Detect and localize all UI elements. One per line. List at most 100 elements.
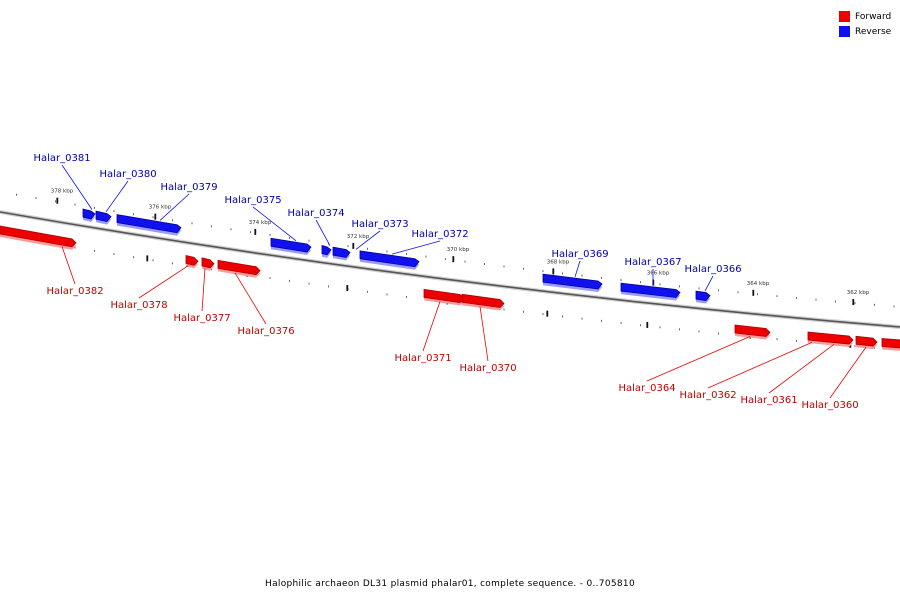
major-tick — [752, 289, 755, 296]
major-tick — [546, 310, 549, 317]
gene-label[interactable]: Halar_0366 — [684, 264, 741, 275]
gene-label[interactable]: Halar_0367 — [624, 257, 681, 268]
minor-tick — [152, 259, 154, 262]
gene-halar-0372[interactable] — [359, 250, 420, 270]
gene-arrow — [807, 331, 854, 345]
gene-halar-0381[interactable] — [82, 208, 96, 223]
gene-label[interactable]: Halar_0382 — [46, 286, 103, 297]
gene-arrow — [185, 254, 199, 266]
minor-tick — [542, 270, 544, 273]
gene-label[interactable]: Halar_0375 — [224, 195, 281, 206]
gene-halar-0366[interactable] — [695, 290, 711, 304]
gene-halar-0370[interactable] — [461, 293, 505, 311]
minor-tick — [640, 281, 641, 284]
gene-label[interactable]: Halar_0380 — [99, 169, 156, 180]
gene-leader — [355, 230, 381, 250]
gene-halar-0371[interactable] — [423, 288, 465, 306]
gene-halar-0380[interactable] — [95, 210, 112, 225]
gene-halar-0364[interactable] — [734, 324, 771, 340]
gene-label[interactable]: Halar_0370 — [459, 363, 516, 374]
gene-label[interactable]: Halar_0372 — [411, 229, 468, 240]
gene-halar-0379[interactable] — [116, 214, 182, 236]
gene-leader — [707, 342, 813, 389]
major-tick — [56, 197, 59, 204]
gene-label[interactable]: Halar_0376 — [237, 326, 294, 337]
backbone — [0, 211, 900, 328]
gene-leader — [479, 306, 489, 362]
gene-label[interactable]: Halar_0379 — [160, 182, 217, 193]
gene-label[interactable]: Halar_0364 — [618, 383, 675, 394]
minor-tick — [172, 219, 173, 222]
major-tick — [352, 242, 355, 249]
legend-forward: Forward — [839, 9, 891, 24]
minor-tick — [679, 285, 680, 288]
minor-tick — [269, 277, 271, 280]
gene-halar-0374[interactable] — [321, 245, 332, 258]
gene-halar-0367[interactable] — [620, 282, 681, 301]
minor-tick — [542, 313, 544, 316]
gene-halar-0360[interactable] — [881, 338, 900, 351]
tick-label: 362 kbp — [847, 290, 870, 296]
minor-tick — [581, 317, 583, 320]
gene-label[interactable]: Halar_0373 — [351, 219, 408, 230]
minor-tick — [211, 268, 212, 271]
minor-tick — [406, 296, 407, 299]
major-tick — [452, 256, 455, 263]
gene-halar-0377[interactable] — [201, 257, 215, 271]
minor-tick — [659, 283, 661, 286]
gene-arrow — [542, 273, 603, 290]
major-tick — [646, 321, 649, 328]
gene-halar-0375[interactable] — [270, 237, 312, 256]
minor-tick — [35, 197, 37, 200]
tick-label: 368 kbp — [547, 259, 570, 265]
gene-label[interactable]: Halar_0360 — [801, 400, 858, 411]
gene-label[interactable]: Halar_0362 — [679, 390, 736, 401]
minor-tick — [191, 222, 193, 225]
minor-tick — [503, 308, 505, 311]
minor-tick — [172, 262, 173, 265]
gene-leader — [574, 260, 581, 278]
minor-tick — [679, 328, 680, 331]
gene-halar-0369[interactable] — [542, 273, 603, 293]
gene-leader — [422, 301, 441, 352]
gene-label[interactable]: Halar_0377 — [173, 313, 230, 324]
minor-tick — [776, 338, 778, 341]
gene-halar-0382[interactable] — [0, 225, 77, 250]
gene-halar-0362[interactable] — [807, 331, 854, 348]
minor-tick — [640, 324, 641, 327]
minor-tick — [523, 310, 524, 313]
gene-halar-0373[interactable] — [332, 246, 351, 261]
gene-label[interactable]: Halar_0371 — [394, 353, 451, 364]
gene-halar-0361[interactable] — [855, 335, 878, 350]
gene-halar-0376[interactable] — [217, 259, 261, 278]
minor-tick — [698, 330, 700, 333]
gene-halar-0378[interactable] — [185, 254, 199, 269]
minor-tick — [874, 346, 875, 349]
sequence-caption: Halophilic archaeon DL31 plasmid phalar0… — [265, 579, 635, 589]
minor-tick — [269, 234, 271, 237]
legend-forward-label: Forward — [855, 11, 892, 22]
gene-label[interactable]: Halar_0381 — [33, 153, 90, 164]
tick-label: 374 kbp — [249, 220, 272, 226]
gene-arrow — [734, 324, 771, 337]
gene-label[interactable]: Halar_0361 — [740, 395, 797, 406]
minor-tick — [698, 287, 700, 290]
tick-label: 370 kbp — [447, 247, 470, 253]
gene-label[interactable]: Halar_0378 — [110, 300, 167, 311]
major-tick — [154, 213, 157, 220]
gene-arrow — [855, 335, 878, 347]
gene-label[interactable]: Halar_0374 — [287, 208, 344, 219]
minor-tick — [289, 236, 290, 239]
gene-leader — [234, 272, 267, 325]
minor-tick — [796, 296, 797, 299]
major-tick — [552, 268, 555, 275]
minor-tick — [367, 247, 368, 250]
minor-tick — [328, 285, 329, 288]
minor-tick — [406, 253, 407, 256]
gene-label[interactable]: Halar_0369 — [551, 249, 608, 260]
gene-arrow — [461, 293, 505, 308]
minor-tick — [113, 253, 115, 256]
minor-tick — [74, 203, 76, 206]
gene-leader — [768, 344, 835, 394]
gene-leader — [704, 275, 714, 292]
